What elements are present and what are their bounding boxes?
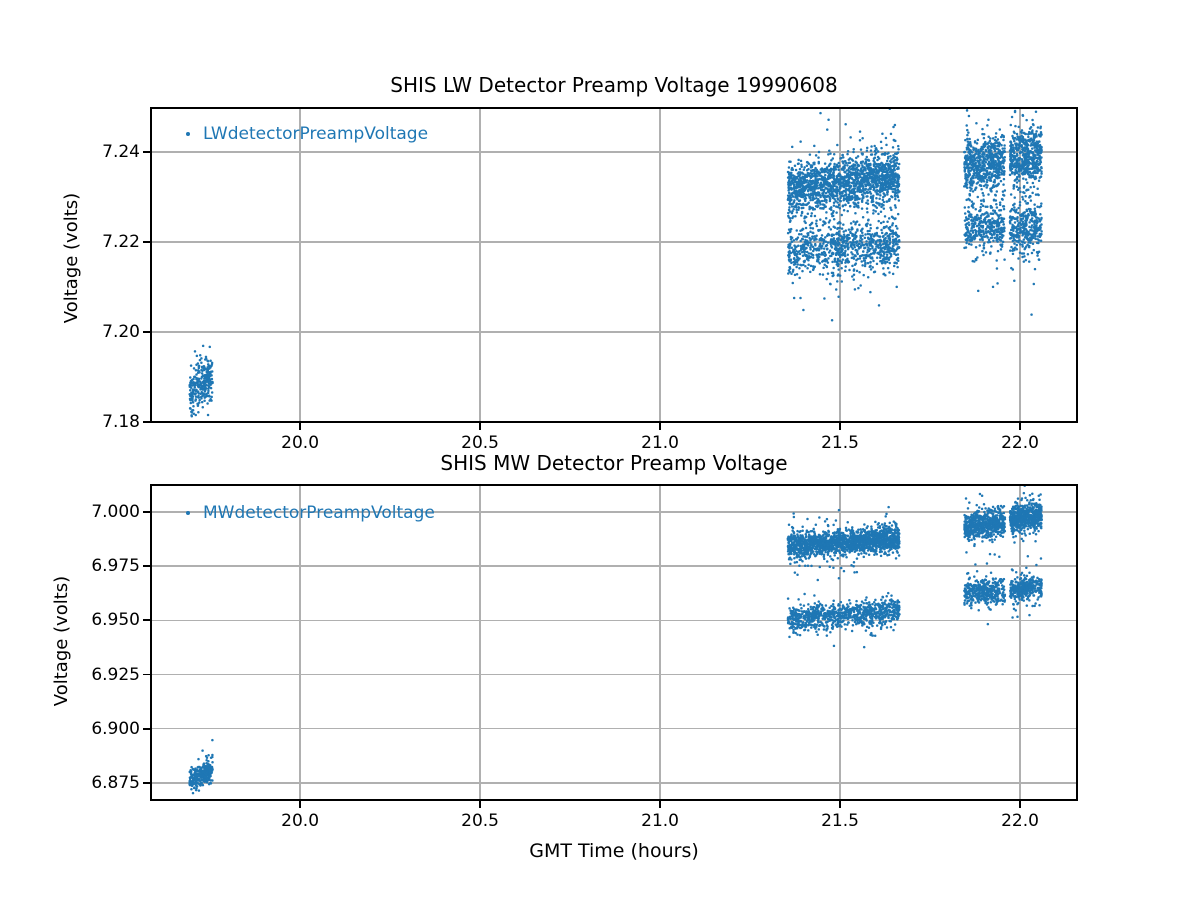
lw-x-tick-mark bbox=[659, 423, 661, 430]
mw-x-tick-label: 22.0 bbox=[1001, 811, 1039, 831]
mw-y-tick-mark bbox=[143, 673, 150, 676]
mw-y-tick-mark bbox=[143, 511, 150, 513]
lw-y-tick-label: 7.20 bbox=[102, 322, 140, 343]
lw-x-tick-mark bbox=[299, 423, 301, 430]
mw-y-axis-label: Voltage (volts) bbox=[51, 575, 72, 707]
mw-x-tick-mark bbox=[299, 801, 301, 808]
lw-x-tick-label: 20.5 bbox=[461, 433, 499, 453]
lw-y-tick-label: 7.18 bbox=[102, 412, 140, 433]
mw-x-tick-mark bbox=[1019, 801, 1021, 808]
lw-scatter-canvas bbox=[150, 107, 1078, 423]
mw-y-tick-label: 6.900 bbox=[91, 718, 140, 739]
mw-y-tick-mark bbox=[143, 619, 150, 622]
mw-chart-title: SHIS MW Detector Preamp Voltage bbox=[440, 451, 788, 475]
lw-chart-title: SHIS LW Detector Preamp Voltage 19990608 bbox=[390, 73, 838, 97]
lw-legend-marker-dot bbox=[186, 132, 190, 136]
mw-y-tick-label: 6.950 bbox=[91, 610, 140, 631]
lw-x-tick-label: 21.5 bbox=[821, 433, 859, 453]
lw-x-tick-label: 21.0 bbox=[641, 433, 679, 453]
mw-x-tick-label: 20.5 bbox=[461, 811, 499, 831]
mw-x-tick-label: 21.0 bbox=[641, 811, 679, 831]
mw-scatter-canvas bbox=[150, 484, 1078, 801]
mw-legend-label: MWdetectorPreampVoltage bbox=[203, 503, 435, 523]
mw-y-tick-mark bbox=[143, 782, 150, 784]
lw-x-tick-label: 22.0 bbox=[1001, 433, 1039, 453]
lw-x-tick-mark bbox=[1019, 423, 1021, 430]
lw-y-tick-mark bbox=[143, 241, 150, 243]
mw-y-tick-mark bbox=[143, 727, 150, 730]
mw-x-tick-mark bbox=[839, 801, 841, 808]
mw-x-tick-mark bbox=[479, 801, 481, 808]
mw-plot-area: MWdetectorPreampVoltage bbox=[150, 484, 1078, 801]
x-axis-label: GMT Time (hours) bbox=[529, 840, 699, 862]
mw-x-tick-label: 20.0 bbox=[281, 811, 320, 831]
mw-y-tick-mark bbox=[143, 565, 150, 568]
lw-y-tick-label: 7.24 bbox=[102, 142, 140, 162]
mw-x-tick-mark bbox=[659, 801, 661, 808]
mw-y-tick-label: 6.925 bbox=[91, 664, 140, 685]
lw-x-tick-mark bbox=[479, 423, 481, 430]
mw-legend: MWdetectorPreampVoltage bbox=[186, 503, 435, 523]
mw-y-tick-label: 6.975 bbox=[91, 556, 140, 577]
lw-y-tick-mark bbox=[143, 331, 150, 333]
lw-plot-area: LWdetectorPreampVoltage bbox=[150, 107, 1078, 423]
lw-y-tick-mark bbox=[143, 151, 150, 153]
lw-x-tick-label: 20.0 bbox=[281, 433, 320, 453]
lw-y-axis-label: Voltage (volts) bbox=[61, 192, 82, 324]
mw-y-tick-label: 6.875 bbox=[91, 773, 140, 793]
lw-legend-label: LWdetectorPreampVoltage bbox=[203, 124, 429, 144]
lw-y-tick-label: 7.22 bbox=[102, 232, 140, 253]
lw-x-tick-mark bbox=[839, 423, 841, 430]
mw-y-tick-label: 7.000 bbox=[91, 501, 140, 522]
mw-legend-marker-dot bbox=[186, 511, 190, 515]
lw-legend: LWdetectorPreampVoltage bbox=[186, 124, 428, 144]
mw-x-tick-label: 21.5 bbox=[821, 811, 859, 831]
lw-y-tick-mark bbox=[143, 421, 150, 423]
